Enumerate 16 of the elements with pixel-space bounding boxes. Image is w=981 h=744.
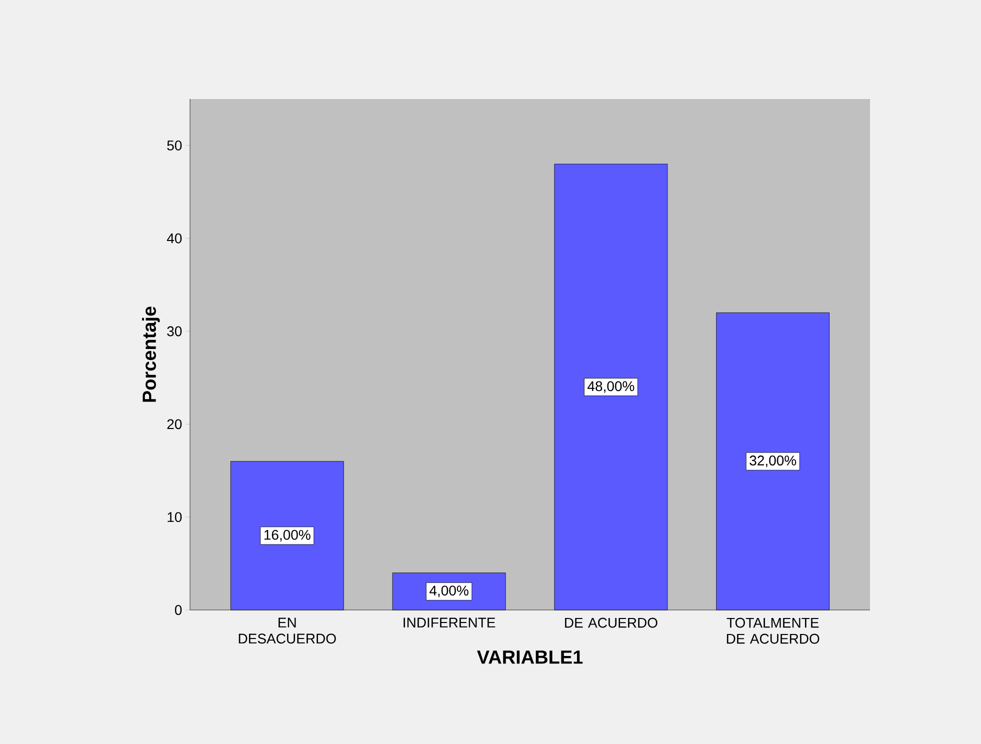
y-tick-label: 50 [167,140,182,150]
y-tick-label: 0 [174,605,182,615]
y-tick-label: 20 [167,419,182,430]
y-tick-label: 30 [167,326,182,336]
y-tick-label: 10 [168,512,182,522]
data-label: 4,00% [430,586,468,598]
y-axis-title: Porcentaje [142,306,160,402]
data-label: 32,00% [750,456,796,468]
y-tick-label: 40 [166,233,182,244]
data-label: 16,00% [264,530,310,542]
x-tick-label: TOTALMENTE DE ACUERDO [726,618,820,644]
x-tick-label: DE ACUERDO [565,618,658,628]
x-axis-title: VARIABLE1 [476,650,583,664]
x-tick-label: INDIFERENTE [404,618,496,628]
x-tick-label: EN DESACUERDO [238,618,336,644]
data-label: 48,00% [588,381,634,393]
